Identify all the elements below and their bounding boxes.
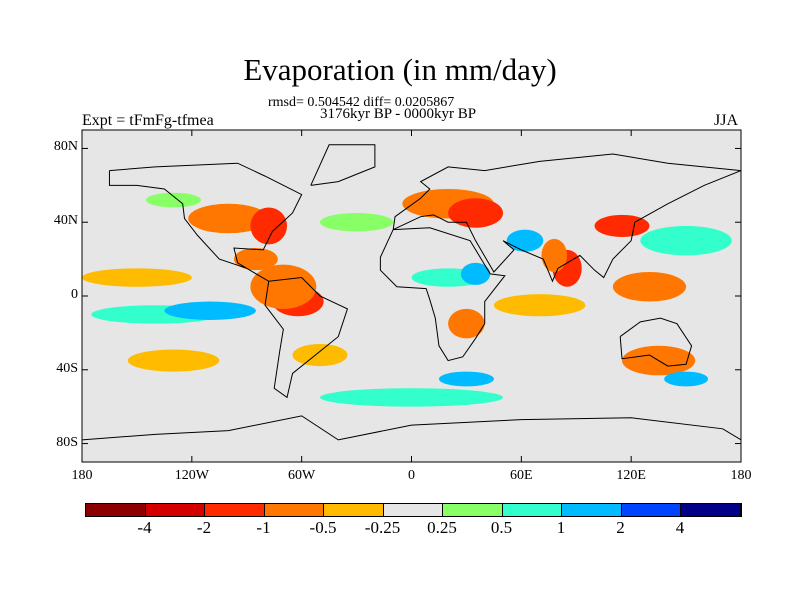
anomaly-region [460,262,491,285]
colorbar [85,503,742,517]
anomaly-region [292,343,348,367]
coastline [392,153,741,283]
lon-tick-label: 120E [616,468,646,483]
coastline [82,415,741,441]
lat-tick-label: 40S [56,360,78,376]
lon-tick-label: 180 [730,468,752,483]
lat-tick-label: 0 [71,287,78,302]
lat-tick-label: 80S [56,434,78,450]
anomaly-region [233,248,278,271]
anomaly-region [612,272,687,302]
anomaly-region [319,213,394,232]
colorbar-label: -0.5 [309,518,337,537]
anomaly-region [250,264,317,309]
colorbar-swatch [264,504,324,516]
colorbar-swatch [443,504,503,516]
anomaly-region [506,229,544,252]
anomaly-region [319,388,504,407]
colorbar-label: -0.25 [364,518,401,537]
anomaly-region [82,268,192,287]
coastline [379,227,506,362]
colorbar-swatch [383,504,443,516]
anomaly-region [146,192,201,208]
colorbar-swatch [145,504,205,516]
season-label: JJA [714,112,739,129]
lon-tick-label: 60W [288,468,316,483]
colorbar-label: 4 [675,518,685,537]
anomaly-region [664,371,709,387]
stats-text: rmsd= 0.504542 diff= 0.0205867 [268,95,455,110]
anomaly-region [188,203,269,234]
colorbar-label: 0.5 [490,518,513,537]
anomaly-region [448,308,485,339]
lon-tick-label: 60E [510,468,533,483]
period-text: 3176kyr BP - 0000kyr BP [320,106,477,122]
coastline [310,144,376,186]
lat-tick-label: 80N [53,139,78,155]
colorbar-label: 0.25 [427,518,457,537]
colorbar-label: -2 [196,518,212,537]
colorbar-label: -4 [137,518,152,537]
colorbar-swatch [562,504,622,516]
colorbar-label: -1 [256,518,271,537]
lon-tick-label: 180 [71,468,93,483]
anomaly-region [438,371,494,387]
colorbar-swatch [502,504,562,516]
coastline [264,277,349,399]
plot-title: Evaporation (in mm/day) [243,52,557,87]
anomaly-region [541,238,568,273]
colorbar-label: 1 [556,518,566,537]
anomaly-region [594,214,650,237]
experiment-label: Expt = tFmFg-tfmea [82,112,214,129]
lon-tick-label: 120W [174,468,209,483]
colorbar-swatch [205,504,265,516]
colorbar-label: 2 [616,518,625,537]
anomaly-region [640,225,732,256]
coastline [108,162,303,282]
colorbar-swatch [324,504,384,516]
anomaly-region [164,301,256,320]
lon-tick-label: 0 [408,468,415,483]
anomaly-region [250,207,288,245]
anomaly-region [493,294,586,317]
coastline [619,317,693,367]
colorbar-swatch [621,504,681,516]
anomaly-region [448,198,504,228]
anomaly-region [127,349,220,372]
colorbar-swatch [86,504,146,516]
colorbar-swatch [681,504,741,516]
lat-tick-label: 40N [53,213,78,229]
